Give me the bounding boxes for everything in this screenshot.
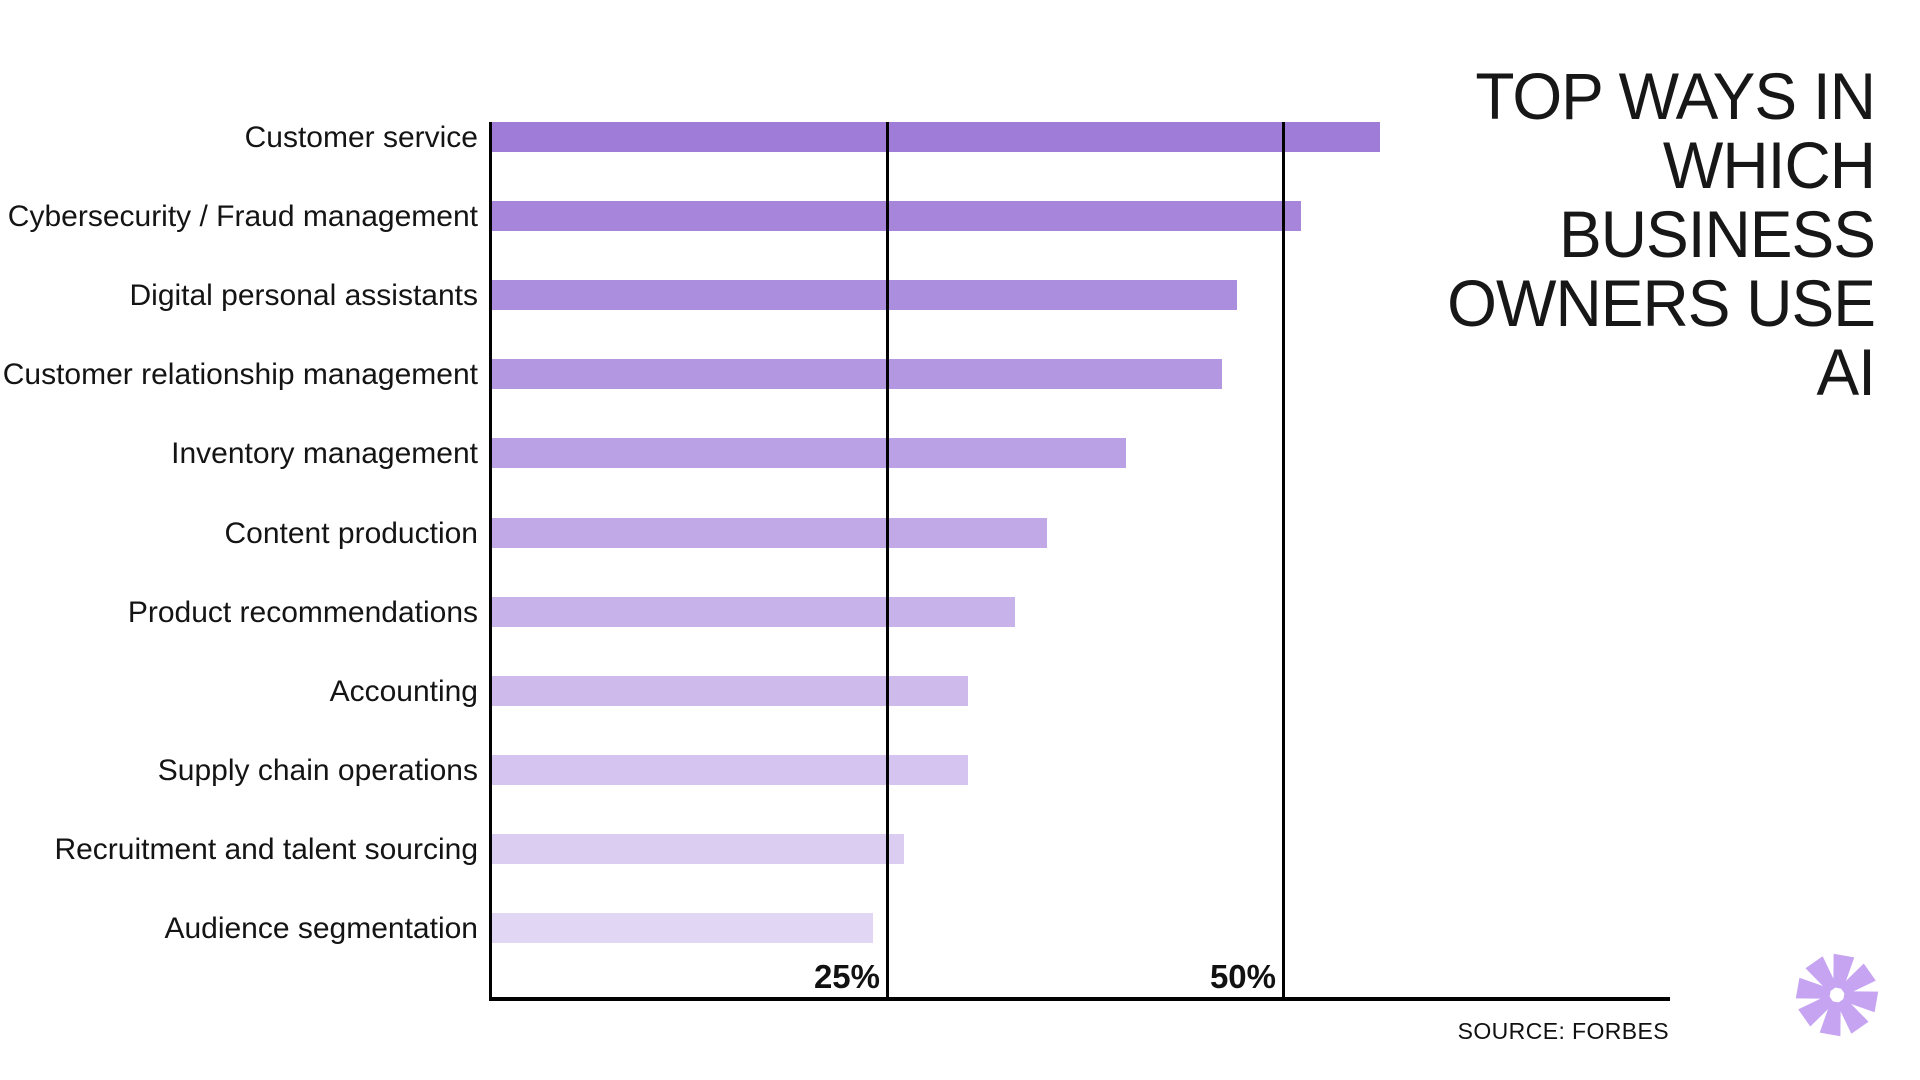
x-tick-label-25: 25% <box>813 958 880 995</box>
bar-row: Cybersecurity / Fraud management <box>0 200 1920 234</box>
category-label: Product recommendations <box>127 595 478 629</box>
bar <box>492 122 1380 152</box>
category-label: Customer relationship management <box>2 358 478 392</box>
category-label: Content production <box>224 516 478 550</box>
bar <box>492 833 904 864</box>
bar-row: Product recommendations <box>0 595 1920 629</box>
bar-row: Accounting <box>0 674 1920 708</box>
asterisk-logo <box>1795 953 1879 1037</box>
x-axis-line <box>490 997 1670 1001</box>
category-label: Accounting <box>329 674 478 708</box>
bar <box>492 675 968 706</box>
chart-title: TOP WAYS IN WHICH BUSINESS OWNERS USE AI <box>1447 59 1876 409</box>
category-label: Cybersecurity / Fraud management <box>7 200 478 234</box>
bar-row: Supply chain operations <box>0 753 1920 787</box>
bar-row: Customer service <box>0 121 1920 154</box>
bar <box>492 359 1222 390</box>
y-axis-line <box>489 122 492 1001</box>
bar <box>492 596 1015 627</box>
category-label: Audience segmentation <box>164 912 478 945</box>
gridline-50 <box>1282 122 1285 1001</box>
category-label: Customer service <box>244 121 478 154</box>
category-label: Digital personal assistants <box>129 279 478 313</box>
category-label: Recruitment and talent sourcing <box>54 832 478 866</box>
category-label: Inventory management <box>171 437 478 471</box>
gridline-25 <box>886 122 889 1001</box>
bar <box>492 517 1047 548</box>
bar-row: Customer relationship management <box>0 358 1920 392</box>
bar-row: Audience segmentation <box>0 912 1920 945</box>
bar-row: Content production <box>0 516 1920 550</box>
bar <box>492 754 968 785</box>
bar-row: Digital personal assistants <box>0 279 1920 313</box>
bar <box>492 201 1301 232</box>
source-attribution: SOURCE: FORBES <box>1457 1018 1669 1044</box>
bar-row: Inventory management <box>0 437 1920 471</box>
bar <box>492 438 1126 469</box>
x-tick-label-50: 50% <box>1209 958 1276 995</box>
bar <box>492 913 873 943</box>
category-label: Supply chain operations <box>157 753 478 787</box>
bar-row: Recruitment and talent sourcing <box>0 832 1920 866</box>
bar <box>492 280 1237 311</box>
